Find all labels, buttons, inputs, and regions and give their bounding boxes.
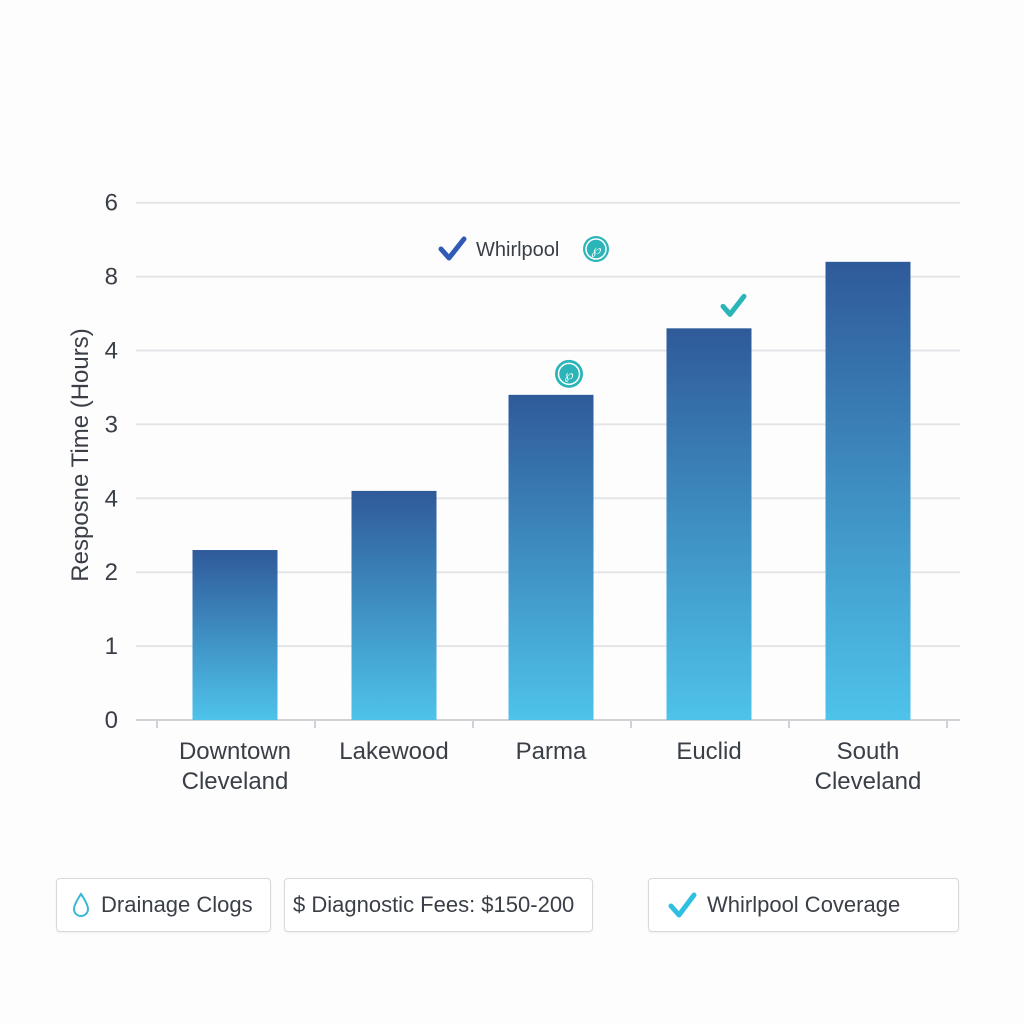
y-tick-label: 8: [105, 264, 118, 291]
x-tick-label: South: [837, 738, 900, 765]
ge-logo-icon: ℘: [555, 359, 583, 388]
y-tick-label: 4: [105, 338, 118, 365]
legend-item-whirlpool-coverage: Whirlpool Coverage: [648, 878, 959, 932]
bar-south-cleveland: [825, 261, 911, 720]
y-tick-label: 1: [105, 633, 118, 660]
legend-item-diagnostic-fees: $ Diagnostic Fees: $150-200: [284, 878, 593, 932]
bar-chart: 0 1 2 4 3 4 8 6 ℘ Downtown Cleveland Lakewood Parm…: [67, 190, 960, 795]
x-tick-label: Cleveland: [815, 768, 922, 795]
x-tick-label: Euclid: [676, 738, 741, 765]
y-tick-label: 6: [105, 190, 118, 217]
bar-euclid: [666, 328, 752, 720]
y-axis-label: Resposne Time (Hours): [67, 328, 94, 581]
legend-label: $ Diagnostic Fees: $150-200: [293, 892, 575, 917]
svg-text:℘: ℘: [564, 367, 573, 382]
y-tick-label: 0: [105, 707, 118, 734]
legend-label: Drainage Clogs: [101, 892, 253, 917]
x-tick-label: Cleveland: [182, 768, 289, 795]
legend-label: Whirlpool Coverage: [707, 892, 901, 917]
y-tick-label: 2: [105, 559, 118, 586]
checkmark-icon: [720, 293, 747, 317]
svg-text:℘: ℘: [591, 242, 601, 257]
x-tick-label: Downtown: [179, 738, 291, 765]
bar-parma: [508, 394, 594, 720]
legend-item-drainage-clogs: Drainage Clogs: [56, 878, 271, 932]
checkmark-icon: [667, 891, 697, 919]
ge-logo-icon: ℘: [583, 236, 609, 262]
bar-lakewood: [351, 490, 437, 720]
y-tick-label: 3: [105, 411, 118, 438]
water-drop-icon: [71, 891, 91, 919]
x-tick-label: Parma: [516, 738, 587, 765]
bar-downtown-cleveland: [192, 550, 278, 720]
y-tick-label: 4: [105, 485, 118, 512]
checkmark-icon: [438, 236, 467, 261]
x-tick-label: Lakewood: [339, 738, 448, 765]
top-legend: Whirlpool ℘: [438, 236, 609, 262]
top-legend-label: Whirlpool: [476, 239, 559, 261]
